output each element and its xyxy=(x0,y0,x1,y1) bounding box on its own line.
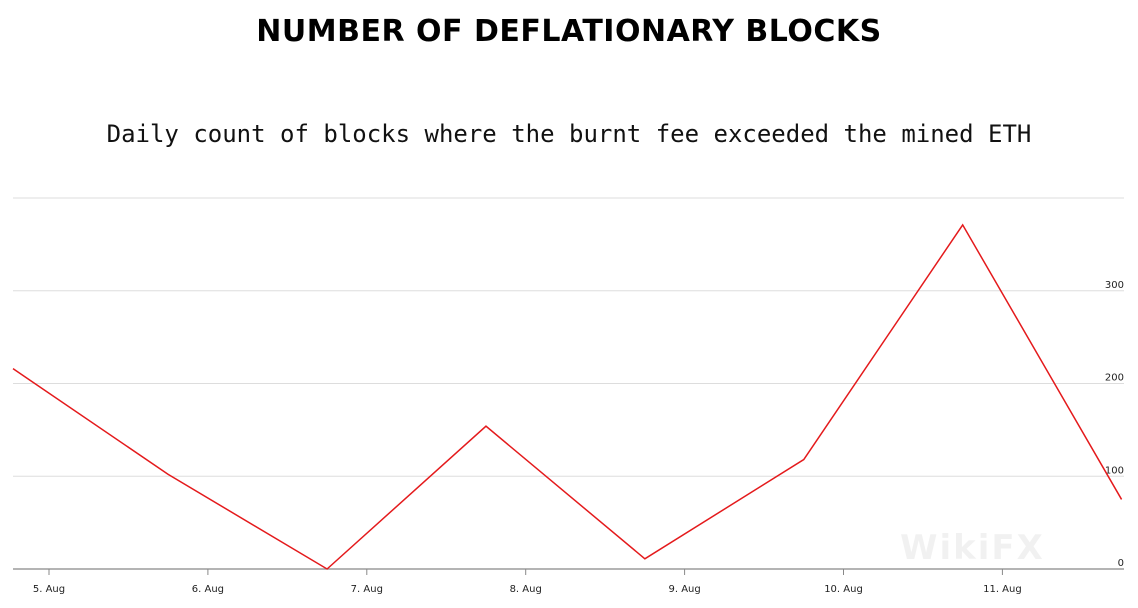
x-tick-label: 9. Aug xyxy=(668,584,700,595)
chart-subtitle: Daily count of blocks where the burnt fe… xyxy=(106,120,1032,148)
chart-title: NUMBER OF DEFLATIONARY BLOCKS xyxy=(256,14,882,49)
x-tick-label: 10. Aug xyxy=(824,584,863,595)
y-tick-label: 0 xyxy=(1118,558,1124,569)
x-tick-label: 6. Aug xyxy=(192,584,224,595)
y-tick-label: 300 xyxy=(1105,280,1124,291)
y-tick-label: 200 xyxy=(1105,373,1124,384)
series xyxy=(12,223,1123,570)
gridlines xyxy=(13,197,1124,477)
x-tick-label: 5. Aug xyxy=(33,584,65,595)
y-axis-labels: 0 100 200 300 xyxy=(1105,280,1124,569)
x-tick-label: 11. Aug xyxy=(983,584,1022,595)
y-tick-label: 100 xyxy=(1105,465,1124,476)
watermark-logo: WikiFX xyxy=(900,528,1045,568)
x-tick-label: 8. Aug xyxy=(510,584,542,595)
x-axis: 5. Aug 6. Aug 7. Aug 8. Aug 9. Aug 10. Aug 11.… xyxy=(13,568,1124,595)
x-tick-label: 7. Aug xyxy=(351,584,383,595)
series-line xyxy=(12,223,1123,570)
